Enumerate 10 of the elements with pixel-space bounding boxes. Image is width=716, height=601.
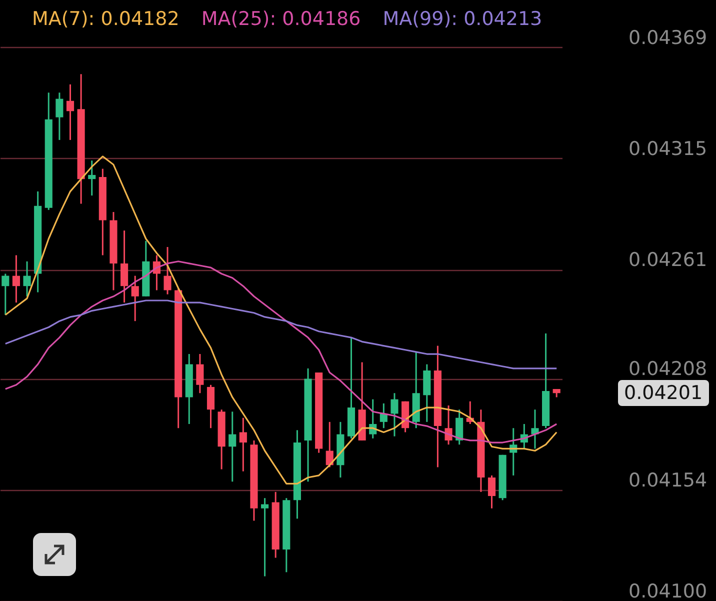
text: MA(25): 0.04186 — [201, 8, 361, 30]
text: MA(99): 0.04213 — [382, 8, 542, 30]
y-tick-label: 0.04261 — [628, 249, 708, 272]
text: MA(7): 0.04182 — [32, 8, 180, 30]
y-tick-label: 0.04100 — [628, 580, 708, 601]
y-tick-label: 0.04154 — [628, 469, 708, 492]
y-tick-label: 0.04315 — [628, 138, 708, 160]
y-tick-label: 0.04208 — [628, 358, 708, 380]
text: 0.04201 — [618, 380, 709, 406]
y-tick-label: 0.04369 — [628, 26, 708, 49]
